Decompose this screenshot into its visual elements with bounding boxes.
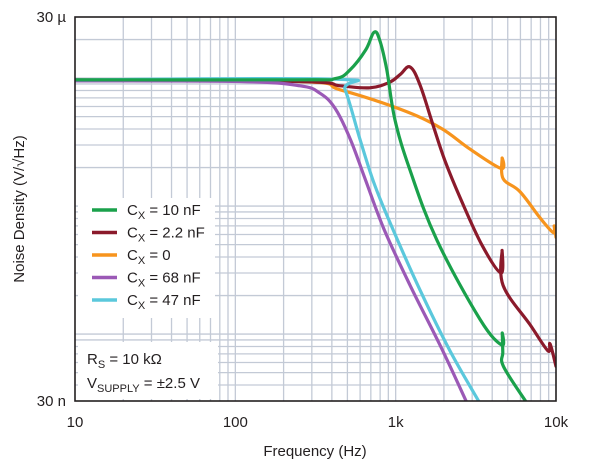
annotation-background xyxy=(78,342,218,399)
x-tick-label: 10 xyxy=(67,414,84,431)
legend-label: CX = 47 nF xyxy=(127,292,201,312)
y-axis-label: Noise Density (V/√Hz) xyxy=(11,135,28,282)
legend-label: CX = 2.2 nF xyxy=(127,225,205,245)
x-tick-label: 1k xyxy=(388,414,404,431)
series-lines xyxy=(75,30,556,401)
annotation-rs: RS = 10 kΩ xyxy=(87,351,162,371)
y-axis-ticks: 30 µ 30 n xyxy=(37,9,67,410)
series-line-1 xyxy=(75,30,528,401)
legend-label: CX = 10 nF xyxy=(127,202,201,222)
annotation-vsupply: VSUPPLY = ±2.5 V xyxy=(87,375,200,395)
series-line-2 xyxy=(75,65,556,368)
x-tick-label: 10k xyxy=(544,414,569,431)
y-tick-label: 30 n xyxy=(37,393,66,410)
y-tick-label: 30 µ xyxy=(37,9,67,26)
x-tick-label: 100 xyxy=(223,414,248,431)
x-axis-ticks: 10 100 1k 10k xyxy=(67,414,569,431)
conditions-annotation: RS = 10 kΩ VSUPPLY = ±2.5 V xyxy=(78,342,218,399)
legend-background xyxy=(78,198,215,318)
legend-label: CX = 0 xyxy=(127,247,171,267)
plot-frame xyxy=(74,16,557,402)
x-axis-label: Frequency (Hz) xyxy=(263,443,366,460)
series-line-4 xyxy=(75,79,468,401)
legend-label: CX = 68 nF xyxy=(127,270,201,290)
